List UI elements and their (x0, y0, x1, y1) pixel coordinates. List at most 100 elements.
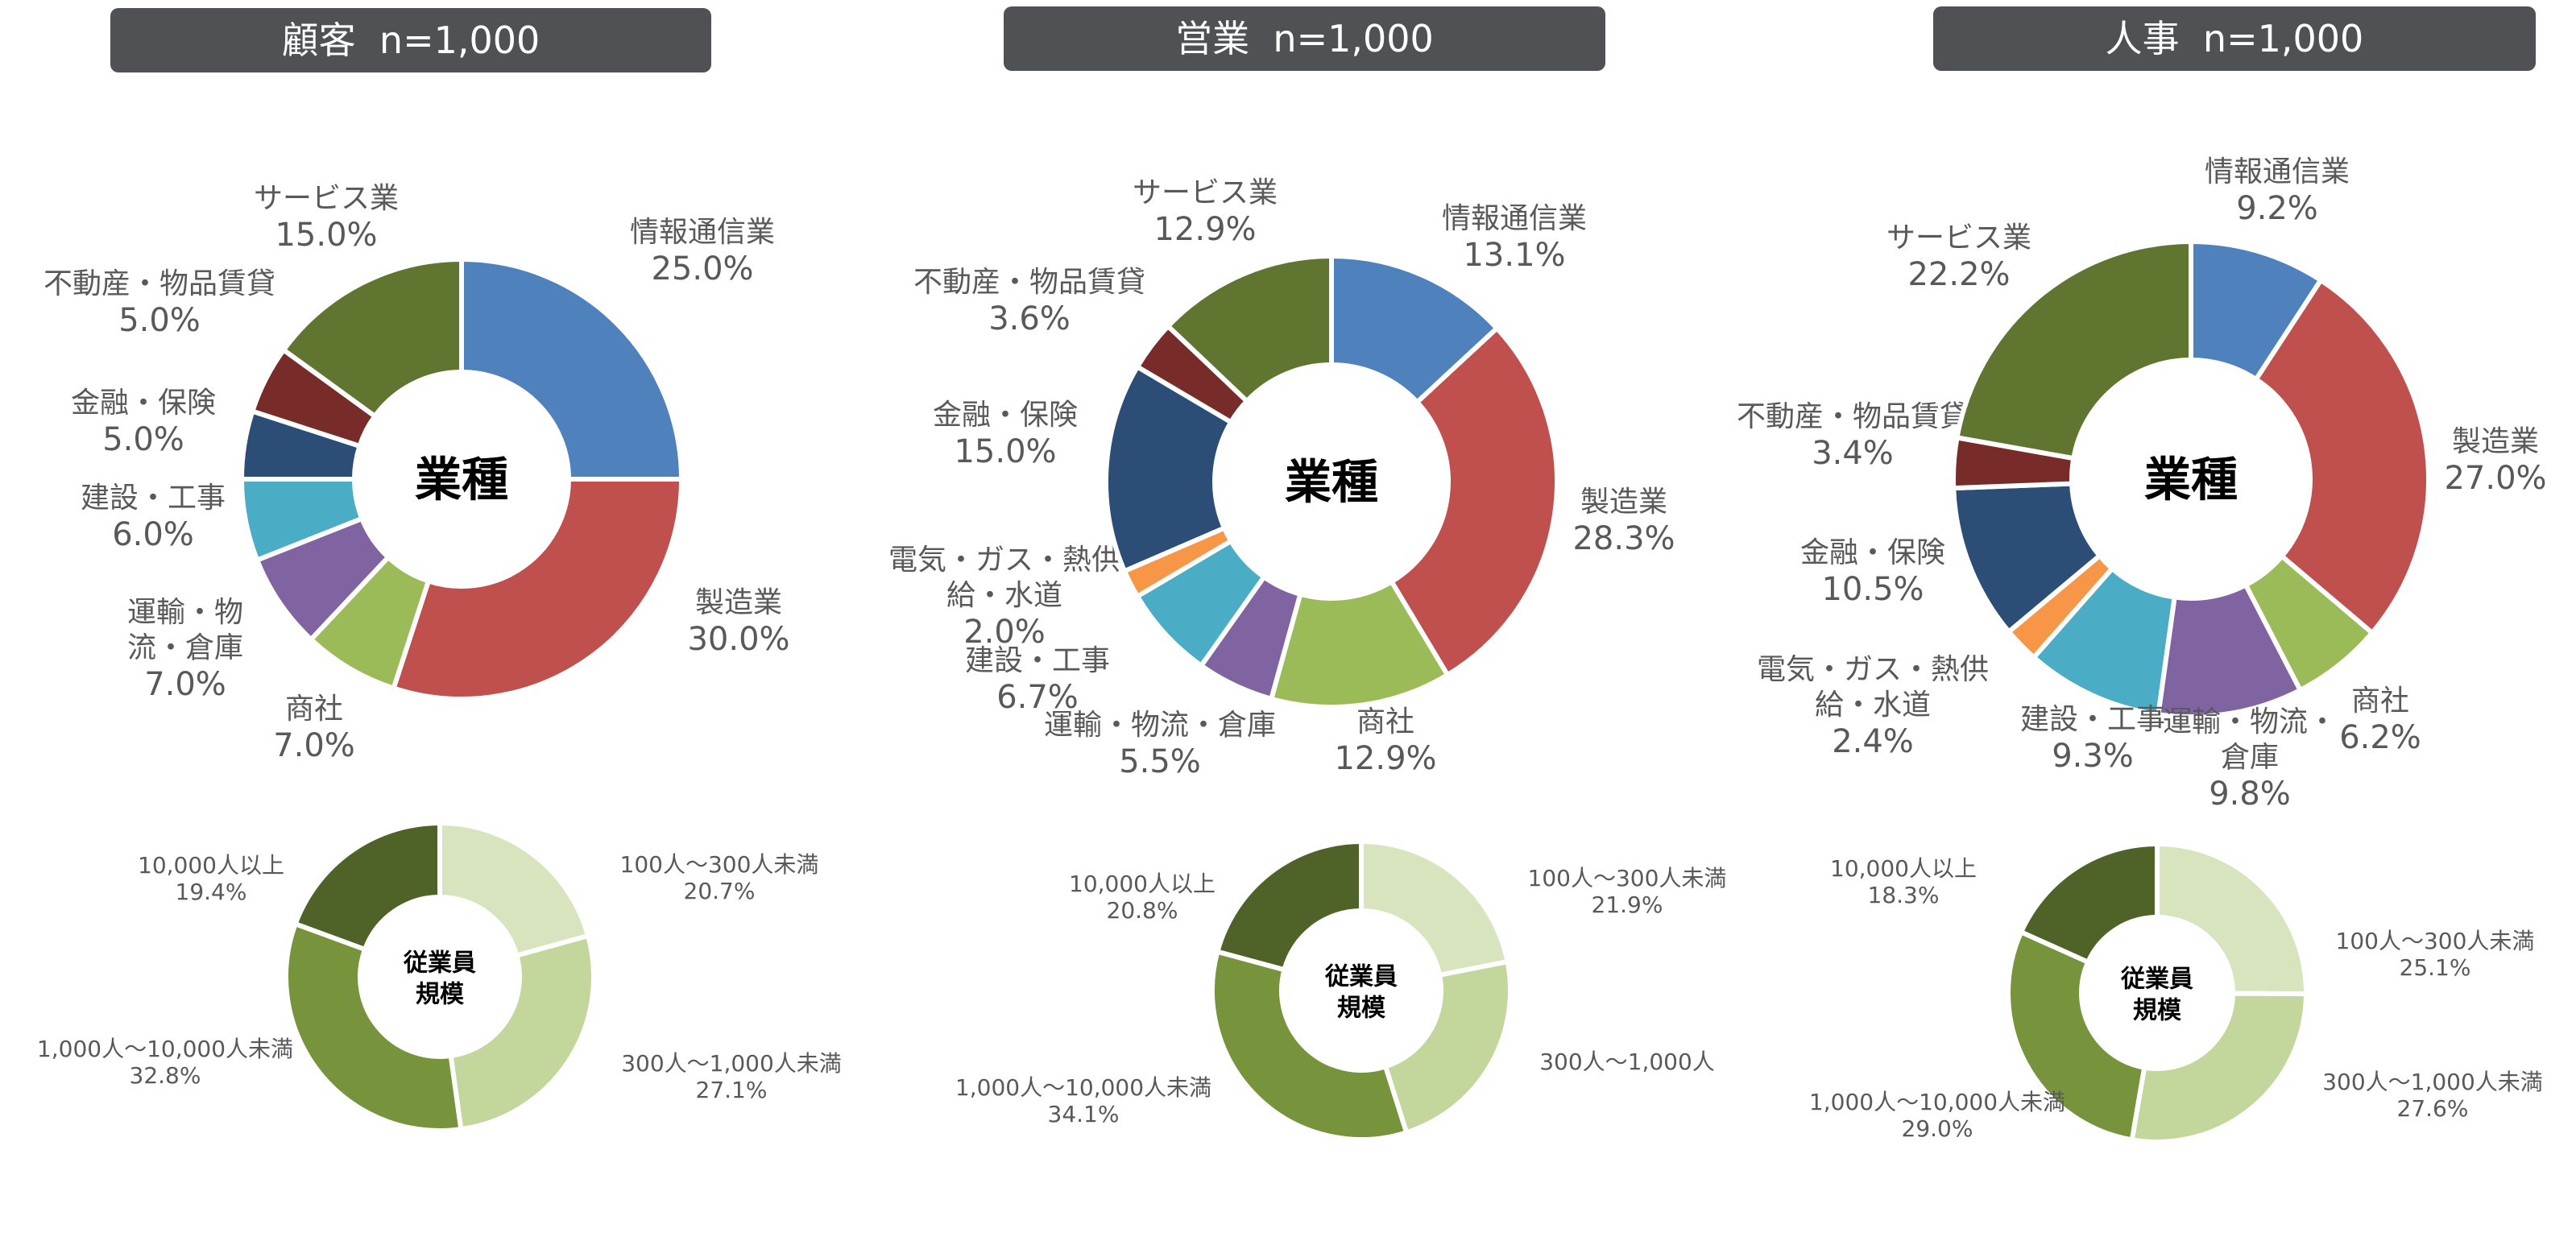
donut-chart-6: 100人～300人未満 25.1% 300人～1,000人未満 27.6% 1,000人… (1809, 841, 2543, 1144)
donut-slice (1382, 958, 1513, 1136)
slice-value-label: 7.0% (144, 666, 226, 703)
slice-value-label: 12.9% (1334, 740, 1436, 777)
slice-label: 1,000人～10,000人未満 29.0% (1809, 1089, 2065, 1142)
donut-slice (283, 920, 464, 1133)
slice-label: 運輸・物流・倉庫 9.8% (2163, 705, 2337, 813)
slice-label: 100人～300人未満 21.9% (1528, 865, 1727, 918)
donut-slice (1104, 363, 1235, 575)
donut-slice (1954, 238, 2193, 461)
slice-value-label: 21.9% (1592, 891, 1663, 918)
slice-label: 金融・保険 10.5% (1800, 536, 1945, 608)
slice-label: 製造業 28.3% (1572, 486, 1675, 557)
slice-value-label: 3.4% (1812, 435, 1894, 472)
slice-value-label: 20.8% (1107, 897, 1178, 924)
panel-header-sales: 営業 n=1,000 (1004, 6, 1605, 71)
donut-chart-2: 100人～300人未満 20.7% 300人～1,000人未満 27.1% 1,000人… (37, 820, 842, 1133)
slice-value-label: 6.7% (996, 679, 1079, 716)
donut-chart-1: 情報通信業 25.0% 製造業 30.0% 商社 7.0% 運輸・物流・倉庫 7.0% 建設・工… (43, 182, 790, 764)
slice-label: 製造業 30.0% (687, 586, 789, 658)
donut-center-label: 従業員規模 (1324, 963, 1398, 1023)
slice-value-label: 6.2% (2339, 719, 2421, 756)
slice-label: 建設・工事 6.0% (81, 482, 226, 553)
slice-label: 100人～300人未満 20.7% (620, 851, 819, 904)
slice-value-label: 25.0% (651, 250, 753, 287)
slice-label: 商社 12.9% (1334, 705, 1436, 777)
slice-label: 10,000人以上 20.8% (1069, 871, 1216, 924)
slice-value-label: 9.8% (2209, 776, 2291, 813)
slice-label: サービス業 22.2% (1886, 221, 2031, 293)
slice-label: 不動産・物品賃貸 3.6% (913, 266, 1145, 337)
slice-label: 300人～1,000人 (1539, 1049, 1715, 1075)
donut-slice (280, 256, 464, 420)
panel-header-title: 人事 n=1,000 (2105, 17, 2364, 60)
slice-value-label: 15.0% (954, 433, 1056, 470)
donut-slice (448, 933, 596, 1132)
donut-slice (2155, 841, 2309, 997)
slice-label: 商社 6.2% (2339, 685, 2421, 756)
donut-slice (1210, 949, 1410, 1142)
slice-value-label: 5.5% (1119, 743, 1201, 780)
slice-label: 電気・ガス・熱供給・水道 2.0% (888, 544, 1120, 651)
slice-value-label: 34.1% (1048, 1101, 1120, 1127)
slice-value-label: 19.4% (176, 879, 247, 905)
donut-chart-3: 情報通信業 13.1% 製造業 28.3% 商社 12.9% 運輸・物流・倉庫 5.5%建設・… (888, 176, 1675, 780)
slice-value-label: 27.6% (2397, 1095, 2469, 1122)
slice-label: サービス業 12.9% (1133, 176, 1278, 248)
donut-slice (1388, 325, 1559, 679)
slice-value-label: 2.4% (1832, 723, 1914, 760)
slice-label: 建設・工事 9.3% (2020, 703, 2165, 775)
donut-slice (459, 256, 685, 482)
slice-label: 金融・保険 5.0% (71, 387, 216, 458)
slice-value-label: 2.0% (963, 614, 1046, 651)
donut-chart-4: 100人～300人未満 21.9% 300人～1,000人 1,000人～10,000… (955, 838, 1727, 1142)
slice-label: 300人～1,000人未満 27.1% (621, 1050, 842, 1103)
slice-label: 金融・保険 15.0% (933, 399, 1078, 470)
slice-value-label: 7.0% (273, 727, 355, 764)
donut-slice (1359, 838, 1511, 978)
slice-label: 運輸・物流・倉庫 5.5% (1044, 709, 1276, 780)
slice-value-label: 18.3% (1868, 882, 1940, 908)
panel-header-customer: 顧客 n=1,000 (110, 8, 711, 72)
slice-value-label: 15.0% (275, 217, 377, 254)
slice-value-label: 28.3% (1572, 520, 1675, 557)
slice-value-label: 27.1% (696, 1077, 768, 1103)
slice-value-label: 25.1% (2400, 954, 2471, 981)
donut-slice (390, 477, 685, 701)
donut-slice (2252, 276, 2431, 637)
slice-value-label: 5.0% (118, 302, 201, 339)
donut-slice (292, 820, 442, 953)
donut-center-label: 業種 (415, 452, 508, 507)
donut-slice (2006, 929, 2147, 1143)
slice-value-label: 10.5% (1821, 571, 1924, 608)
donut-slice (2129, 991, 2309, 1144)
donut-slice (1164, 253, 1334, 405)
slice-label: 不動産・物品賃貸 5.0% (43, 267, 275, 339)
slice-label: 情報通信業 25.0% (630, 216, 775, 287)
slice-value-label: 32.8% (130, 1062, 201, 1089)
slice-label: 製造業 27.0% (2444, 425, 2546, 497)
slice-label: サービス業 15.0% (254, 182, 399, 254)
slice-label: 運輸・物流・倉庫 7.0% (127, 596, 243, 703)
slice-label: 情報通信業 13.1% (1442, 202, 1587, 274)
donut-slice (2018, 841, 2160, 966)
slice-value-label: 12.9% (1153, 211, 1256, 248)
slice-value-label: 9.2% (2236, 190, 2318, 227)
slice-value-label: 22.2% (1907, 256, 2010, 293)
donut-slice (437, 820, 591, 959)
slice-label: 1,000人～10,000人未満 34.1% (955, 1074, 1211, 1127)
slice-label: 商社 7.0% (273, 693, 355, 764)
slice-label: 100人～300人未満 25.1% (2336, 928, 2535, 981)
slice-label: 不動産・物品賃貸 3.4% (1737, 400, 1969, 472)
slice-value-label: 3.6% (988, 300, 1071, 337)
slice-label: 建設・工事 6.7% (965, 644, 1110, 716)
panel-header-hr: 人事 n=1,000 (1933, 6, 2536, 71)
donut-chart-5: 情報通信業 9.2% 製造業 27.0% 商社 6.2%運輸・物流・倉庫 9.8%建設・工事… (1737, 155, 2547, 813)
donut-center-label: 業種 (1285, 454, 1378, 509)
slice-value-label: 29.0% (1902, 1115, 1973, 1142)
slice-label: 電気・ガス・熱供給・水道 2.4% (1757, 653, 1989, 760)
slice-label: 1,000人～10,000人未満 32.8% (37, 1036, 293, 1089)
slice-value-label: 9.3% (2052, 738, 2134, 775)
donut-center-label: 従業員規模 (2120, 966, 2193, 1025)
panel-header-title: 営業 n=1,000 (1175, 17, 1434, 60)
